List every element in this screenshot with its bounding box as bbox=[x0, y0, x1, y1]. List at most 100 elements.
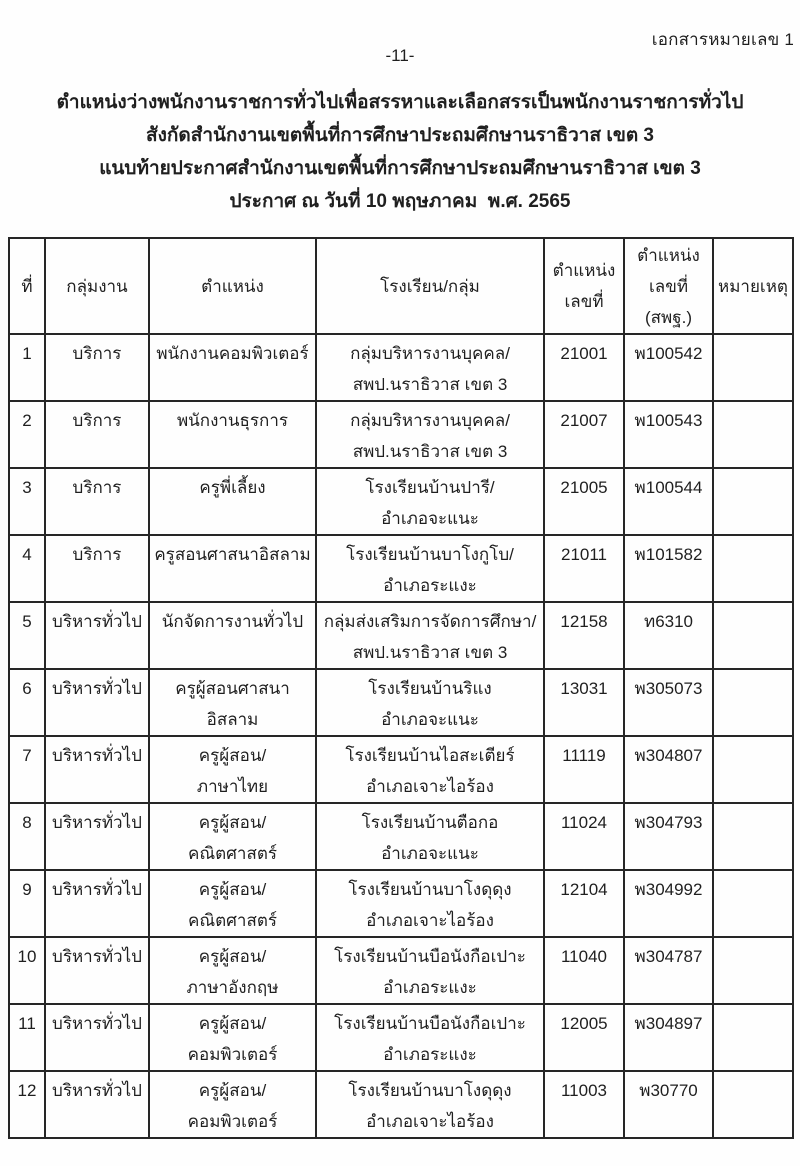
cell-obec-no: พ304897 bbox=[623, 1003, 714, 1072]
cell-no: 3 bbox=[8, 467, 46, 536]
cell-line: 5 bbox=[22, 612, 32, 631]
cell-line: คณิตศาสตร์ bbox=[187, 911, 278, 930]
cell-line: 21005 bbox=[560, 478, 608, 497]
cell-remark bbox=[712, 601, 794, 670]
cell-line: บริหารทั่วไป bbox=[52, 1081, 142, 1100]
cell-pos-no: 12005 bbox=[543, 1003, 625, 1072]
header-line: เลขที่ bbox=[564, 292, 604, 311]
header-line: ตำแหน่ง bbox=[201, 276, 264, 296]
table-row: 8 บริหารทั่วไป ครูผู้สอน/คณิตศาสตร์ โรงเรีย… bbox=[8, 802, 794, 871]
cell-school: โรงเรียนบ้านบือนังกือเปาะ อำเภอระแงะ bbox=[315, 1003, 545, 1072]
cell-obec-no: พ101582 bbox=[623, 534, 714, 603]
cell-obec-no: พ304787 bbox=[623, 936, 714, 1005]
cell-school: โรงเรียนบ้านไอสะเตียร์ อำเภอเจาะไอร้อง bbox=[315, 735, 545, 804]
cell-group: บริหารทั่วไป bbox=[44, 735, 150, 804]
cell-line: บริหารทั่วไป bbox=[52, 880, 142, 899]
cell-line: 8 bbox=[22, 813, 32, 832]
cell-position: ครูสอนศาสนาอิสลาม bbox=[148, 534, 317, 603]
cell-remark bbox=[712, 936, 794, 1005]
page-number: -11- bbox=[385, 46, 415, 65]
header-line: โรงเรียน/กลุ่ม bbox=[380, 276, 480, 296]
cell-pos-no: 21001 bbox=[543, 333, 625, 402]
cell-line: บริการ bbox=[72, 478, 122, 497]
cell-line: พ305073 bbox=[634, 679, 703, 698]
header-col-position: ตำแหน่ง bbox=[148, 237, 317, 335]
cell-line: สพป.นราธิวาส เขต 3 bbox=[352, 643, 508, 662]
cell-no: 8 bbox=[8, 802, 46, 871]
table-row: 9 บริหารทั่วไป ครูผู้สอน/คณิตศาสตร์ โรงเรีย… bbox=[8, 869, 794, 938]
table-row: 1 บริการ พนักงานคอมพิวเตอร์ กลุ่มบริหารงานบ… bbox=[8, 333, 794, 402]
cell-obec-no: พ304807 bbox=[623, 735, 714, 804]
header-line: ที่ bbox=[21, 276, 33, 296]
cell-line: พ101582 bbox=[634, 545, 703, 564]
cell-line: ครูผู้สอน/ bbox=[198, 1081, 267, 1100]
cell-line: พ100544 bbox=[634, 478, 703, 497]
cell-line: พ100542 bbox=[634, 344, 703, 363]
cell-line: อำเภอระแงะ bbox=[383, 576, 477, 595]
cell-line: บริหารทั่วไป bbox=[52, 679, 142, 698]
cell-pos-no: 11003 bbox=[543, 1070, 625, 1139]
cell-line: บริการ bbox=[72, 344, 122, 363]
cell-line: กลุ่มบริหารงานบุคคล/ bbox=[350, 411, 510, 430]
cell-obec-no: พ100543 bbox=[623, 400, 714, 469]
cell-line: 13031 bbox=[560, 679, 608, 698]
cell-line: โรงเรียนบ้านบือนังกือเปาะ bbox=[334, 947, 526, 966]
cell-group: บริหารทั่วไป bbox=[44, 936, 150, 1005]
cell-obec-no: พ304992 bbox=[623, 869, 714, 938]
table-body: 1 บริการ พนักงานคอมพิวเตอร์กลุ่มบริหารงานบ… bbox=[8, 333, 794, 1139]
cell-line: ท6310 bbox=[643, 612, 694, 631]
cell-school: โรงเรียนบ้านตือกอ อำเภอจะแนะ bbox=[315, 802, 545, 871]
vacant-positions-table: ที่ กลุ่มงาน ตำแหน่ง โรงเรียน/กลุ่ม ตำแหน่งเ… bbox=[8, 237, 794, 1139]
cell-line: โรงเรียนบ้านตือกอ bbox=[361, 813, 499, 832]
cell-position: ครูผู้สอน/ภาษาอังกฤษ bbox=[148, 936, 317, 1005]
cell-position: พนักงานคอมพิวเตอร์ bbox=[148, 333, 317, 402]
cell-line: 11 bbox=[18, 1014, 36, 1033]
cell-remark bbox=[712, 333, 794, 402]
cell-line: อำเภอเจาะไอร้อง bbox=[366, 1112, 494, 1131]
cell-no: 4 bbox=[8, 534, 46, 603]
cell-school: โรงเรียนบ้านบาโงดุดุง อำเภอเจาะไอร้อง bbox=[315, 1070, 545, 1139]
cell-line: ครูผู้สอน/ bbox=[198, 880, 267, 899]
cell-school: โรงเรียนบ้านริแง อำเภอจะแนะ bbox=[315, 668, 545, 737]
cell-pos-no: 11040 bbox=[543, 936, 625, 1005]
cell-line: พนักงานธุรการ bbox=[176, 411, 289, 430]
document-number-label: เอกสารหมายเลข 1 bbox=[651, 30, 794, 49]
cell-line: 11003 bbox=[560, 1081, 607, 1100]
cell-group: บริการ bbox=[44, 333, 150, 402]
cell-line: บริหารทั่วไป bbox=[52, 813, 142, 832]
header-col-work-group: กลุ่มงาน bbox=[44, 237, 150, 335]
cell-line: สพป.นราธิวาส เขต 3 bbox=[352, 375, 508, 394]
cell-pos-no: 12158 bbox=[543, 601, 625, 670]
cell-line: อำเภอระแงะ bbox=[383, 978, 477, 997]
table-row: 12 บริหารทั่วไป ครูผู้สอน/คอมพิวเตอร์ โรงเร… bbox=[8, 1070, 794, 1139]
cell-pos-no: 11024 bbox=[543, 802, 625, 871]
cell-position: ครูผู้สอนศาสนาอิสลาม bbox=[148, 668, 317, 737]
title-block: ตำแหน่งว่างพนักงานราชการทั่วไปเพื่อสรรหา… bbox=[0, 86, 800, 218]
cell-line: อำเภอจะแนะ bbox=[381, 509, 479, 528]
title-line-1: ตำแหน่งว่างพนักงานราชการทั่วไปเพื่อสรรหา… bbox=[56, 92, 744, 113]
cell-no: 2 bbox=[8, 400, 46, 469]
cell-no: 1 bbox=[8, 333, 46, 402]
cell-no: 12 bbox=[8, 1070, 46, 1139]
cell-line: ครูผู้สอน/ bbox=[198, 813, 267, 832]
cell-line: 3 bbox=[22, 478, 32, 497]
cell-position: ครูผู้สอน/ภาษาไทย bbox=[148, 735, 317, 804]
cell-line: อำเภอเจาะไอร้อง bbox=[366, 777, 494, 796]
cell-line: 12104 bbox=[560, 880, 608, 899]
title-line-3: แนบท้ายประกาศสำนักงานเขตพื้นที่การศึกษาป… bbox=[99, 158, 701, 179]
cell-line: ภาษาอังกฤษ bbox=[186, 978, 279, 997]
cell-line: โรงเรียนบ้านบาโงดุดุง bbox=[348, 880, 512, 899]
header-col-no: ที่ bbox=[8, 237, 46, 335]
cell-line: 12 bbox=[17, 1081, 37, 1100]
cell-line: อำเภอเจาะไอร้อง bbox=[366, 911, 494, 930]
cell-line: พ304992 bbox=[634, 880, 703, 899]
cell-remark bbox=[712, 400, 794, 469]
cell-line: นักจัดการงานทั่วไป bbox=[161, 612, 304, 631]
cell-position: ครูผู้สอน/คณิตศาสตร์ bbox=[148, 869, 317, 938]
cell-line: บริหารทั่วไป bbox=[52, 612, 142, 631]
cell-line bbox=[715, 472, 791, 503]
cell-obec-no: พ100542 bbox=[623, 333, 714, 402]
header-col-school-group: โรงเรียน/กลุ่ม bbox=[315, 237, 545, 335]
cell-position: ครูผู้สอน/คณิตศาสตร์ bbox=[148, 802, 317, 871]
